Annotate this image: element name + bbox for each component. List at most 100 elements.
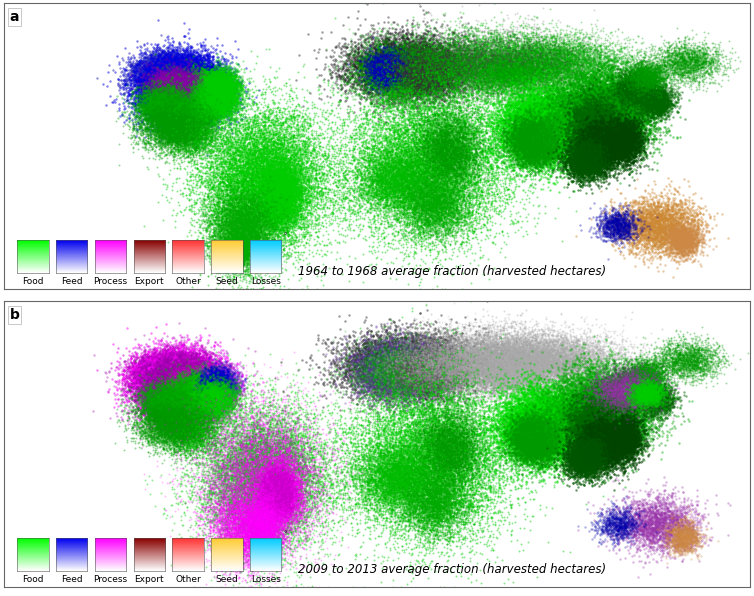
Point: [544, 339, 556, 349]
Point: [486, 446, 498, 456]
Point: [379, 369, 391, 378]
Point: [511, 139, 523, 148]
Point: [176, 384, 188, 394]
Point: [415, 426, 427, 435]
Point: [184, 373, 196, 383]
Point: [159, 380, 171, 390]
Point: [403, 187, 415, 196]
Point: [513, 42, 525, 52]
Point: [176, 418, 188, 427]
Point: [668, 363, 680, 372]
Point: [580, 440, 592, 449]
Point: [300, 166, 312, 176]
Point: [149, 375, 161, 384]
Point: [530, 61, 542, 71]
Point: [615, 408, 627, 417]
Point: [208, 374, 220, 383]
Point: [192, 389, 204, 398]
Point: [503, 358, 515, 368]
Point: [610, 426, 622, 435]
Point: [639, 394, 651, 403]
Point: [169, 105, 181, 115]
Point: [616, 117, 628, 127]
Point: [379, 462, 391, 472]
Point: [584, 345, 596, 355]
Point: [195, 406, 207, 415]
Point: [375, 344, 388, 353]
Point: [203, 395, 215, 405]
Point: [282, 143, 294, 153]
Point: [433, 433, 445, 442]
Point: [537, 447, 549, 457]
Point: [188, 364, 201, 373]
Point: [569, 104, 581, 114]
Point: [256, 177, 268, 187]
Point: [519, 370, 531, 379]
Point: [146, 69, 158, 78]
Point: [665, 502, 677, 511]
Point: [575, 129, 587, 138]
Point: [385, 356, 397, 366]
Point: [182, 370, 194, 380]
Point: [590, 113, 602, 123]
Point: [425, 426, 437, 436]
Point: [513, 447, 525, 457]
Point: [176, 363, 188, 372]
Point: [597, 100, 609, 109]
Point: [654, 102, 667, 111]
Point: [253, 513, 265, 523]
Point: [231, 536, 244, 545]
Point: [524, 417, 536, 427]
Point: [604, 146, 616, 156]
Point: [154, 382, 166, 392]
Point: [444, 75, 456, 85]
Point: [390, 467, 402, 477]
Point: [419, 37, 431, 46]
Point: [458, 392, 470, 401]
Point: [409, 352, 421, 362]
Point: [213, 222, 225, 231]
Point: [177, 372, 189, 382]
Point: [441, 468, 453, 478]
Point: [179, 84, 191, 94]
Point: [212, 483, 224, 492]
Point: [204, 365, 216, 374]
Point: [415, 480, 428, 489]
Point: [213, 372, 225, 382]
Point: [549, 160, 561, 170]
Point: [280, 502, 292, 511]
Point: [579, 432, 591, 441]
Point: [574, 54, 586, 64]
Point: [510, 449, 522, 459]
Point: [204, 69, 216, 78]
Point: [188, 370, 201, 380]
Point: [165, 77, 177, 86]
Point: [248, 538, 260, 548]
Point: [574, 117, 586, 127]
Point: [628, 363, 640, 372]
Point: [162, 105, 174, 114]
Point: [207, 358, 219, 368]
Point: [642, 380, 654, 390]
Point: [265, 428, 277, 437]
Point: [622, 144, 634, 154]
Point: [251, 260, 263, 270]
Point: [603, 398, 615, 408]
Point: [550, 385, 562, 395]
Point: [698, 44, 710, 53]
Point: [455, 148, 467, 157]
Point: [212, 384, 224, 393]
Point: [246, 520, 258, 529]
Point: [179, 378, 192, 388]
Point: [143, 82, 155, 92]
Point: [432, 223, 444, 232]
Point: [222, 105, 234, 114]
Point: [460, 149, 472, 159]
Point: [166, 387, 178, 396]
Point: [213, 86, 225, 95]
Point: [196, 59, 208, 69]
Point: [542, 387, 554, 397]
Point: [394, 339, 406, 348]
Point: [421, 157, 433, 167]
Point: [604, 134, 616, 143]
